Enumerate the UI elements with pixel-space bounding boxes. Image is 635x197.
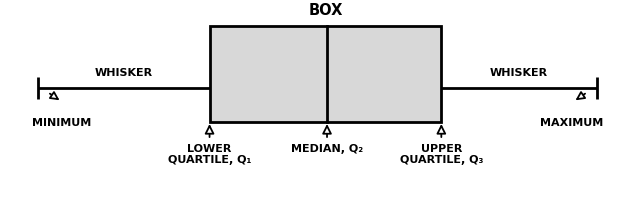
Text: UPPER
QUARTILE, Q₃: UPPER QUARTILE, Q₃ [399,144,483,165]
Bar [210,26,441,122]
Text: MEDIAN, Q₂: MEDIAN, Q₂ [291,144,363,154]
Text: WHISKER: WHISKER [95,68,153,78]
Text: LOWER
QUARTILE, Q₁: LOWER QUARTILE, Q₁ [168,144,251,165]
Text: MAXIMUM: MAXIMUM [540,118,603,128]
Text: WHISKER: WHISKER [490,68,548,78]
Text: BOX: BOX [308,3,343,18]
Text: MINIMUM: MINIMUM [32,118,91,128]
